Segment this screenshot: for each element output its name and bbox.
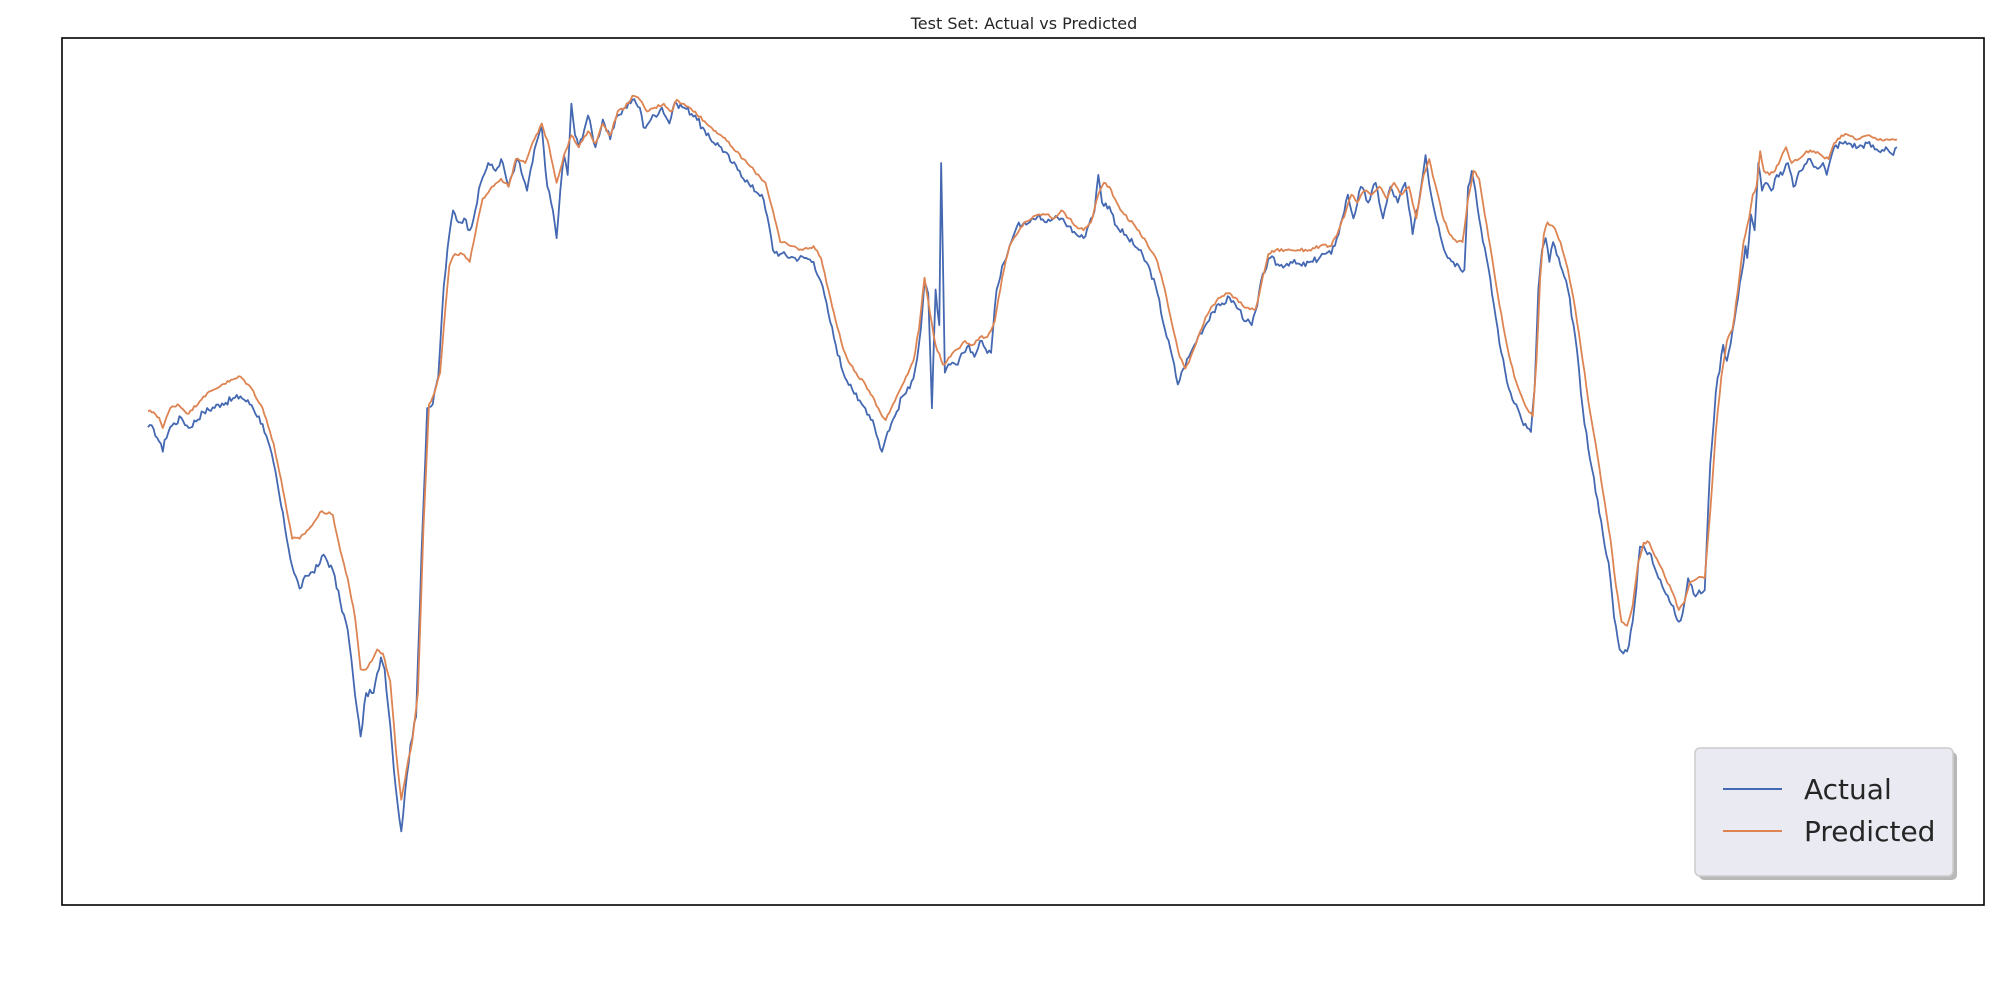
series-layer xyxy=(147,94,1898,833)
chart-title: Test Set: Actual vs Predicted xyxy=(910,14,1138,33)
legend: Actual Predicted xyxy=(1694,747,1957,880)
legend-box xyxy=(1694,747,1954,877)
series-line-predicted xyxy=(147,94,1898,801)
legend-label-actual: Actual xyxy=(1804,773,1892,806)
plot-frame xyxy=(61,37,1985,906)
series-line-actual xyxy=(147,98,1898,833)
legend-label-predicted: Predicted xyxy=(1804,815,1935,848)
